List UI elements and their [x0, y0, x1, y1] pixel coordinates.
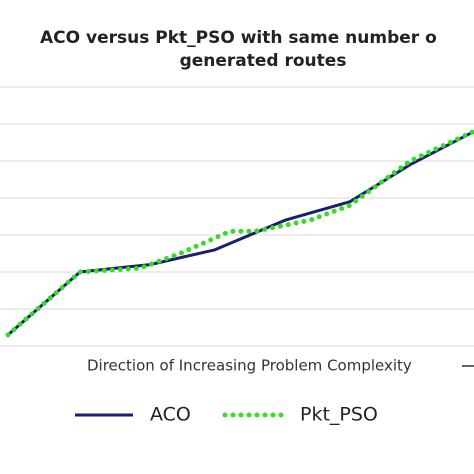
x-axis-label: Direction of Increasing Problem Complexi…: [87, 357, 412, 375]
chart-title: generated routes: [180, 51, 347, 71]
legend-label: ACO: [150, 404, 191, 426]
legend-label: Pkt_PSO: [300, 404, 378, 426]
series-line: [5, 128, 474, 338]
series-line: [7, 130, 474, 337]
chart-title: ACO versus Pkt_PSO with same number o: [40, 28, 437, 48]
